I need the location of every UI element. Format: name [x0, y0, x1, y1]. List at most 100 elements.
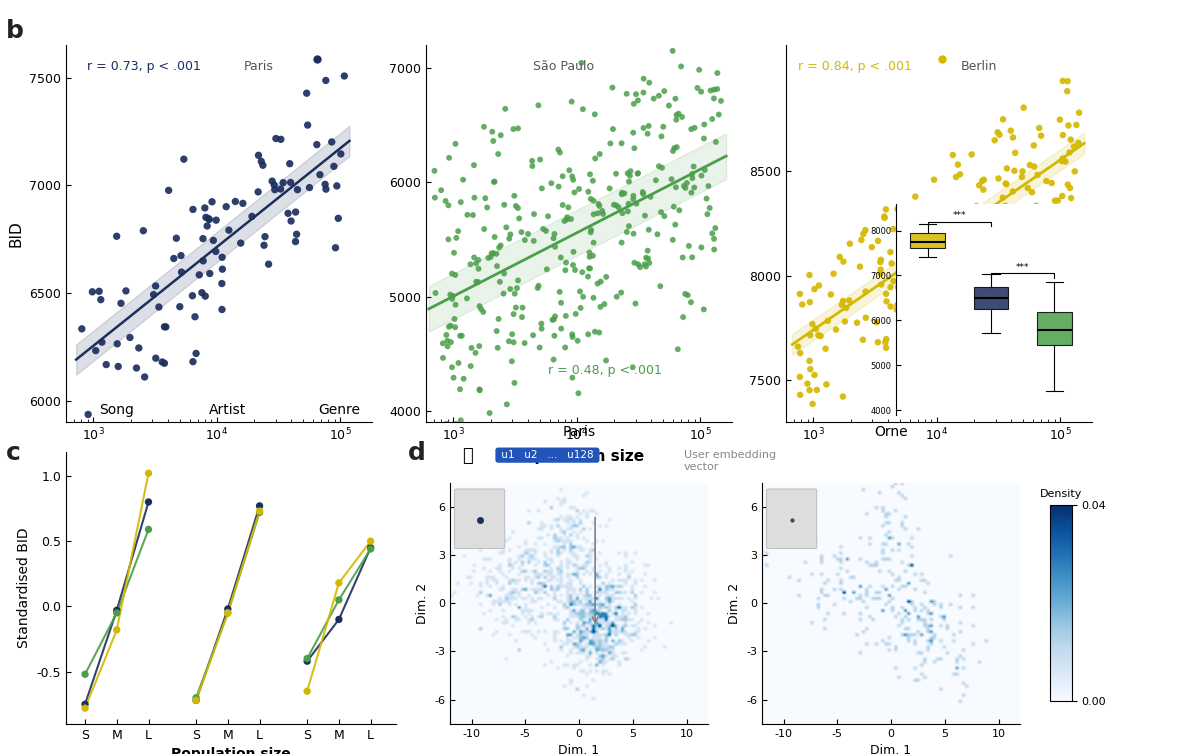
Point [504, 123, 523, 135]
Point [877, 333, 896, 345]
Point [827, 323, 846, 336]
Point [1038, 210, 1057, 222]
Point [454, 372, 473, 385]
Point [1016, 267, 1036, 279]
Point [454, 173, 473, 185]
Point [791, 288, 810, 300]
Point [482, 247, 502, 259]
Point [1045, 195, 1064, 207]
Point [218, 607, 238, 619]
Point [425, 165, 444, 177]
Point [640, 120, 659, 132]
Point [298, 119, 317, 131]
Point [876, 288, 895, 300]
Point [506, 200, 526, 212]
Point [505, 190, 524, 202]
Point [685, 182, 704, 194]
Point [923, 345, 942, 357]
Point [509, 122, 528, 134]
Point [440, 289, 460, 301]
Point [944, 272, 964, 284]
Point [709, 109, 728, 121]
Point [278, 207, 298, 219]
Point [529, 100, 548, 112]
Point [198, 220, 217, 232]
Point [995, 202, 1014, 214]
Point [634, 186, 653, 198]
Point [130, 342, 149, 354]
Point [697, 192, 716, 204]
Point [499, 336, 518, 348]
Text: 🎧: 🎧 [462, 447, 473, 465]
Point [553, 451, 572, 463]
Point [1052, 155, 1072, 167]
Point [553, 199, 572, 211]
Point [474, 121, 493, 133]
Point [684, 161, 703, 173]
Point [532, 317, 551, 329]
Point [474, 306, 493, 318]
Point [97, 359, 116, 371]
Point [800, 355, 820, 367]
Point [634, 87, 653, 99]
Point [512, 302, 532, 314]
Point [439, 152, 458, 164]
FancyBboxPatch shape [767, 489, 817, 548]
Point [697, 208, 716, 220]
Point [607, 290, 626, 302]
Point [167, 232, 186, 244]
Point [997, 162, 1016, 174]
Point [487, 325, 506, 337]
Point [468, 276, 487, 288]
Point [620, 165, 640, 177]
Point [570, 183, 589, 195]
Y-axis label: BID: BID [8, 220, 24, 247]
Point [923, 243, 942, 255]
Point [1048, 256, 1067, 268]
Point [298, 655, 317, 667]
Point [1057, 85, 1076, 97]
Point [588, 207, 607, 219]
Point [906, 249, 925, 261]
Point [641, 191, 660, 203]
Point [580, 247, 599, 259]
Point [906, 219, 925, 231]
Point [478, 201, 497, 213]
Point [582, 224, 601, 236]
Point [457, 293, 476, 305]
X-axis label: Population size: Population size [514, 449, 644, 464]
Point [930, 212, 949, 224]
Point [971, 217, 990, 229]
Point [869, 235, 888, 247]
Point [490, 241, 509, 253]
Point [612, 188, 631, 201]
Point [624, 98, 643, 110]
Point [1027, 200, 1046, 212]
Point [943, 241, 962, 253]
Point [212, 263, 232, 275]
Point [509, 202, 528, 214]
Point [648, 228, 667, 241]
Point [485, 176, 504, 188]
Point [947, 171, 966, 183]
Point [676, 288, 695, 300]
Point [550, 286, 569, 298]
Point [107, 604, 126, 616]
Point [564, 173, 583, 185]
Point [574, 291, 593, 303]
Point [847, 317, 866, 329]
Point [1052, 190, 1072, 202]
Point [888, 203, 907, 215]
Point [871, 268, 890, 280]
Point [274, 176, 293, 188]
Point [788, 341, 808, 353]
Point [988, 126, 1007, 138]
Point [256, 231, 275, 243]
Point [491, 129, 510, 141]
Y-axis label: Dim. 2: Dim. 2 [415, 583, 428, 624]
Point [638, 244, 658, 256]
Point [449, 225, 468, 238]
Point [450, 383, 469, 395]
Point [480, 407, 499, 419]
Point [551, 251, 570, 263]
